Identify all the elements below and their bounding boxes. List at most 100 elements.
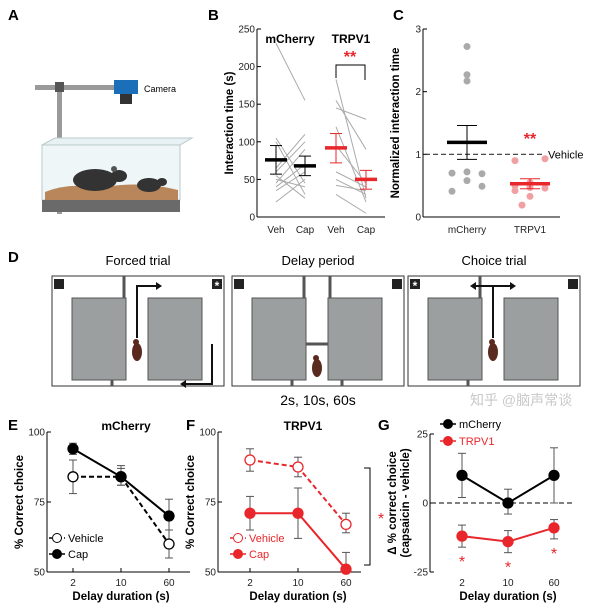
data-point [526, 192, 534, 200]
individual-line [275, 163, 306, 188]
data-point [463, 43, 471, 51]
data-point [244, 454, 256, 466]
reward-well-right [392, 279, 402, 289]
mouse-icon-large [73, 166, 127, 191]
data-point [478, 182, 486, 190]
legend-label: mCherry [459, 419, 502, 431]
individual-line [335, 145, 367, 184]
y-axis-label: Interaction time (s) [224, 71, 236, 174]
significance-marker: ** [524, 131, 537, 148]
goal-marker: * [413, 279, 418, 293]
maze-block-right [327, 297, 383, 381]
legend-marker [52, 549, 62, 559]
data-point [463, 177, 471, 185]
rat-head [133, 339, 139, 345]
y-tick-label: 50 [34, 568, 46, 579]
x-tick-label: 2 [247, 578, 253, 589]
legend-label: Cap [68, 549, 88, 561]
data-point [541, 184, 549, 192]
y-tick-label: 75 [34, 498, 46, 509]
y-axis-label: % Correct choice [185, 455, 197, 549]
maze-block-left [427, 297, 483, 381]
rat-icon [312, 355, 322, 377]
individual-line [275, 148, 306, 184]
individual-line [275, 43, 306, 101]
x-tick-label: 60 [340, 578, 352, 589]
watermark: 知乎 @脑声常谈 [470, 392, 572, 408]
x-tick-label: 60 [163, 578, 175, 589]
reward-well-right [212, 279, 222, 289]
chart-g: -25 0 25 Δ % correct choice (capsaicin - veh… [387, 419, 572, 603]
significance-marker: * [459, 554, 465, 571]
legend-marker [233, 533, 243, 543]
maze-choice: * [407, 275, 581, 387]
x-tick-label: 10 [502, 578, 514, 589]
individual-line [275, 175, 306, 199]
rat-icon [488, 339, 498, 361]
x-tick-label: 10 [292, 578, 304, 589]
arrow-head-left [470, 282, 476, 290]
individual-line [275, 171, 306, 192]
x-tick-label: Veh [267, 225, 284, 236]
x-tick-label: 2 [459, 578, 465, 589]
panel-label-b: B [208, 7, 219, 24]
camera-stand-arm [35, 85, 135, 90]
significance-bracket [335, 64, 366, 80]
rat-icon [132, 339, 142, 361]
data-point [548, 469, 560, 482]
x-tick-label: 60 [548, 578, 560, 589]
group-title: mCherry [265, 32, 315, 46]
reward-well-left [234, 279, 244, 289]
data-point [463, 168, 471, 176]
reward-well-left [54, 279, 64, 289]
arrow-head [180, 380, 186, 388]
significance-marker: * [505, 560, 511, 577]
y-tick-label: 250 [238, 25, 255, 36]
individual-line [335, 107, 367, 120]
y-axis-label: Normalized interaction time [390, 48, 402, 199]
x-tick-label: 10 [115, 578, 127, 589]
data-point [340, 518, 352, 531]
individual-line [275, 179, 306, 203]
panel-label-a: A [8, 7, 19, 24]
y-tick-label: 200 [238, 62, 255, 73]
data-point [67, 443, 79, 455]
cage-top [41, 137, 194, 146]
data-point [340, 563, 352, 575]
data-point [511, 187, 519, 195]
reward-well-right [568, 279, 578, 289]
data-point [456, 530, 468, 542]
x-axis-label: Delay duration (s) [249, 591, 346, 603]
y-tick-label: 2 [415, 87, 421, 98]
data-point [456, 469, 468, 482]
data-point [244, 507, 256, 519]
data-point [511, 157, 519, 165]
individual-line [335, 100, 367, 150]
x-tick-label: Veh [327, 225, 344, 236]
arrow-head-right [510, 282, 516, 290]
x-tick-label: TRPV1 [514, 225, 547, 236]
t-maze-diagram: Forced trial Delay period Choice trial 2… [51, 253, 581, 408]
camera-icon [114, 80, 138, 104]
maze-delay [231, 275, 405, 387]
data-point [292, 461, 304, 473]
maze-title-forced: Forced trial [105, 253, 170, 268]
legend-label: Cap [249, 549, 269, 561]
data-point [463, 77, 471, 85]
reward-well-left [410, 279, 420, 289]
rat-head [313, 355, 319, 361]
data-point [163, 538, 175, 550]
rat-body [132, 343, 142, 361]
path-arrow [136, 285, 156, 338]
data-point [463, 71, 471, 79]
stand-clamp [55, 82, 64, 92]
chart-f: 50 75 100 % Correct choice 2 10 60 Delay durati… [185, 419, 384, 603]
y-tick-label: 0 [249, 213, 255, 224]
chart-e: 50 75 100 % Correct choice 2 10 60 Delay durati… [14, 419, 190, 603]
x-tick-label: 2 [70, 578, 76, 589]
return-arrow [186, 344, 213, 385]
reference-label: Vehicle [548, 149, 583, 161]
maze-block-left [251, 297, 307, 381]
x-tick-label: Cap [296, 225, 315, 236]
y-tick-label: 25 [417, 430, 429, 441]
